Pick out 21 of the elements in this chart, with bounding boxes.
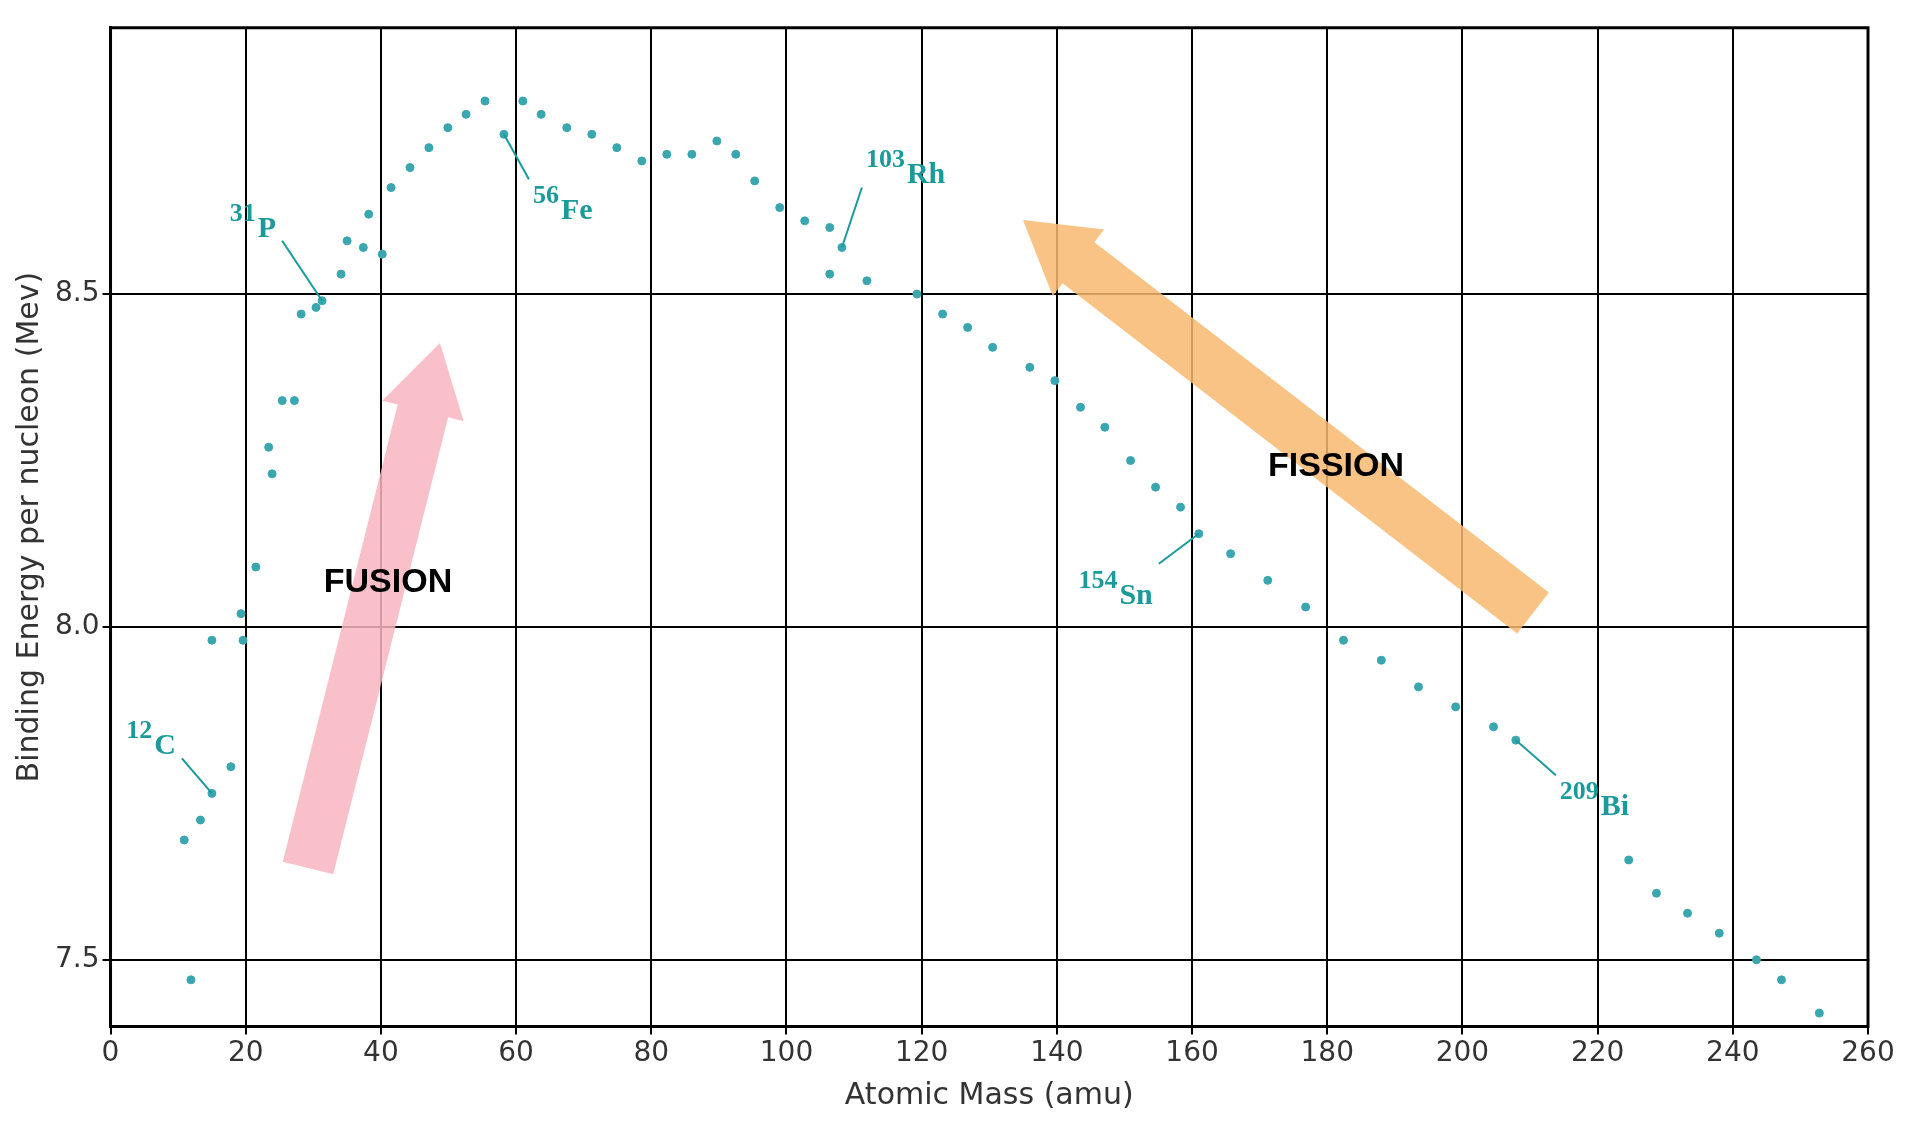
annotation: FISSION	[1267, 444, 1405, 484]
y-axis-title: Binding Energy per nucleon (Mev)	[9, 271, 45, 783]
x-tick-label: 200	[1435, 1035, 1490, 1069]
y-tick-label: 7.5	[55, 941, 100, 975]
x-tick-label: 160	[1165, 1035, 1219, 1069]
x-tick-label: 100	[759, 1035, 814, 1069]
x-tick-label: 60	[498, 1035, 534, 1069]
x-tick-label: 120	[894, 1035, 949, 1069]
x-tick-label: 0	[101, 1035, 120, 1069]
x-axis-title: Atomic Mass (amu)	[844, 1075, 1134, 1111]
x-tick-label: 140	[1030, 1035, 1084, 1069]
x-tick-label: 80	[633, 1035, 670, 1069]
x-tick-label: 240	[1706, 1035, 1760, 1069]
y-tick-label: 8.0	[55, 608, 100, 642]
x-tick-label: 20	[227, 1035, 264, 1069]
annotation: FUSION	[323, 560, 453, 600]
x-tick-label: 40	[363, 1035, 399, 1069]
x-tick-label: 260	[1841, 1035, 1895, 1069]
y-tick-label: 8.5	[55, 275, 100, 309]
x-tick-label: 220	[1570, 1035, 1625, 1069]
x-tick-label: 180	[1300, 1035, 1354, 1069]
